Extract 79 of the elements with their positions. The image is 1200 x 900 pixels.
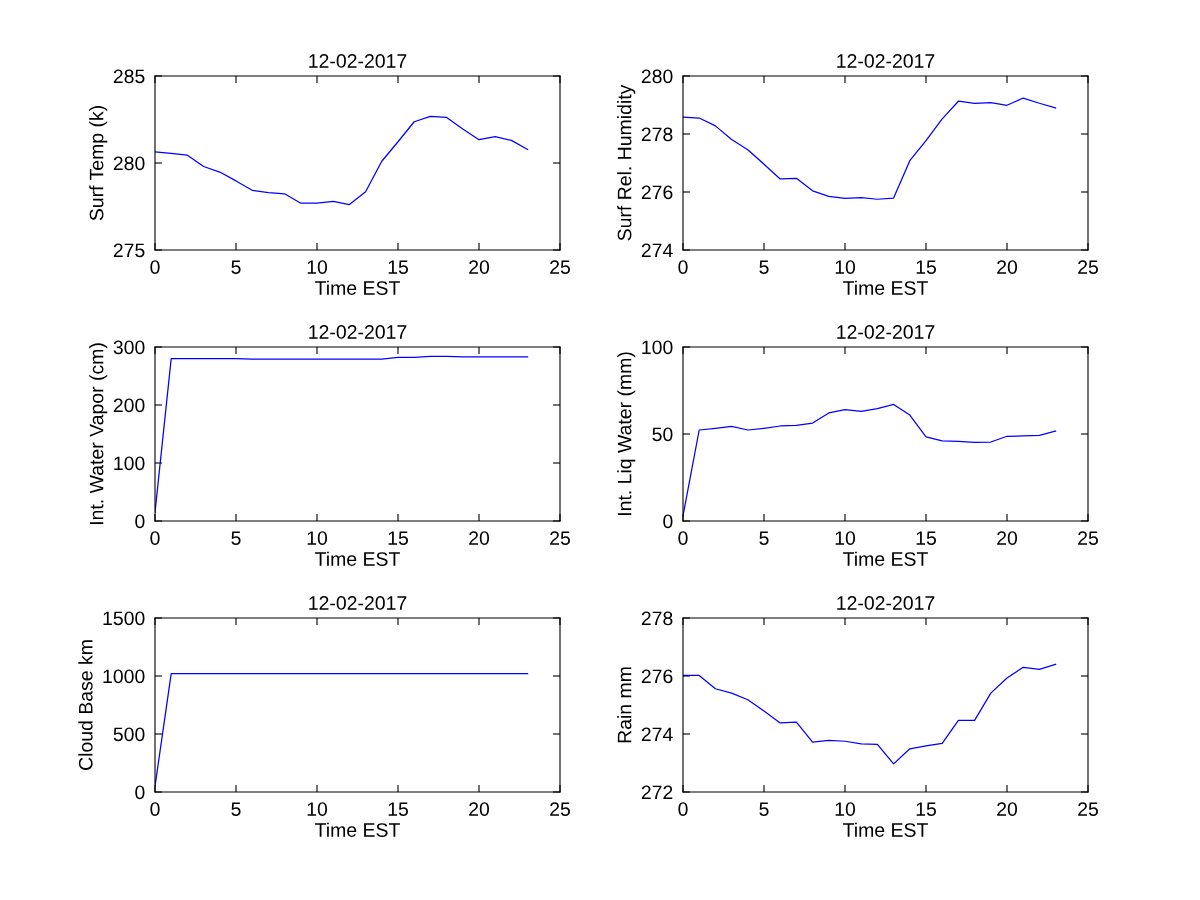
y-axis-title: Surf Rel. Humidity	[617, 84, 636, 241]
y-tick-label: 285	[113, 69, 145, 84]
x-tick-label: 0	[150, 260, 160, 274]
y-tick-label: 500	[113, 727, 145, 742]
x-axis-title: Time EST	[843, 822, 928, 837]
y-axis-title: Int. Liq Water (mm)	[617, 352, 636, 516]
chart-title: 12-02-2017	[309, 325, 407, 339]
x-tick-label: 20	[997, 531, 1018, 545]
y-tick-label: 0	[135, 514, 145, 529]
x-tick-label: 0	[678, 802, 688, 816]
x-tick-label: 20	[469, 531, 490, 545]
x-tick-label: 20	[997, 802, 1018, 816]
line-series	[683, 663, 1057, 765]
x-tick-label: 25	[550, 802, 570, 816]
y-axis-title: Cloud Base km	[78, 640, 93, 770]
x-tick-label: 5	[231, 531, 241, 545]
x-tick-label: 25	[1078, 260, 1098, 274]
x-tick-label: 15	[916, 531, 936, 545]
y-tick-label: 0	[135, 785, 145, 800]
x-tick-label: 15	[388, 802, 408, 816]
chart-title: 12-02-2017	[837, 325, 935, 339]
x-tick-label: 5	[231, 260, 241, 274]
x-tick-label: 10	[835, 260, 856, 274]
x-tick-label: 0	[678, 260, 688, 274]
x-tick-label: 15	[388, 531, 408, 545]
x-tick-label: 5	[759, 260, 769, 274]
x-tick-label: 5	[759, 531, 769, 545]
chart-title: 12-02-2017	[837, 54, 935, 68]
x-axis-title: Time EST	[315, 551, 400, 566]
x-tick-label: 25	[1078, 531, 1098, 545]
y-tick-label: 272	[641, 785, 673, 800]
chart-title: 12-02-2017	[309, 596, 407, 610]
y-tick-label: 276	[641, 669, 673, 684]
y-tick-label: 1000	[103, 669, 145, 684]
x-tick-label: 20	[997, 260, 1018, 274]
x-tick-label: 25	[1078, 802, 1098, 816]
y-tick-label: 274	[641, 727, 673, 742]
y-tick-label: 300	[113, 340, 145, 355]
y-tick-label: 100	[114, 456, 145, 471]
x-tick-label: 10	[835, 531, 856, 545]
x-tick-label: 10	[307, 531, 328, 545]
x-tick-label: 5	[759, 802, 769, 816]
x-tick-label: 0	[150, 531, 160, 545]
x-tick-label: 0	[150, 802, 160, 816]
x-tick-label: 0	[678, 531, 688, 545]
x-tick-label: 5	[231, 802, 241, 816]
x-axis-title: Time EST	[843, 551, 928, 566]
line-series	[155, 115, 529, 206]
y-tick-label: 200	[113, 398, 145, 413]
x-axis-title: Time EST	[843, 280, 928, 295]
y-tick-label: 274	[641, 243, 673, 258]
y-tick-label: 50	[652, 427, 673, 442]
y-tick-label: 1500	[103, 611, 145, 626]
y-tick-label: 275	[113, 243, 145, 258]
y-tick-label: 280	[641, 69, 673, 84]
y-tick-label: 278	[641, 127, 673, 142]
y-tick-label: 280	[113, 156, 145, 171]
chart-title: 12-02-2017	[309, 54, 407, 68]
y-axis-title: Int. Water Vapor (cm)	[89, 343, 108, 525]
x-tick-label: 10	[307, 802, 328, 816]
x-tick-label: 10	[307, 260, 328, 274]
y-tick-label: 276	[641, 185, 673, 200]
x-tick-label: 10	[835, 802, 856, 816]
y-tick-label: 0	[663, 514, 673, 529]
y-axis-title: Rain mm	[617, 667, 632, 743]
x-tick-label: 25	[550, 260, 570, 274]
x-tick-label: 15	[916, 260, 936, 274]
x-tick-label: 15	[916, 802, 936, 816]
x-axis-title: Time EST	[315, 822, 400, 837]
x-axis-title: Time EST	[315, 280, 400, 295]
x-tick-label: 25	[550, 531, 570, 545]
y-axis-title: Surf Temp (k)	[89, 106, 108, 221]
chart-title: 12-02-2017	[837, 596, 935, 610]
x-tick-label: 15	[388, 260, 408, 274]
y-tick-label: 278	[641, 611, 673, 626]
x-tick-label: 20	[469, 260, 490, 274]
x-tick-label: 20	[469, 802, 490, 816]
line-series	[683, 97, 1057, 200]
y-tick-label: 100	[642, 340, 673, 355]
